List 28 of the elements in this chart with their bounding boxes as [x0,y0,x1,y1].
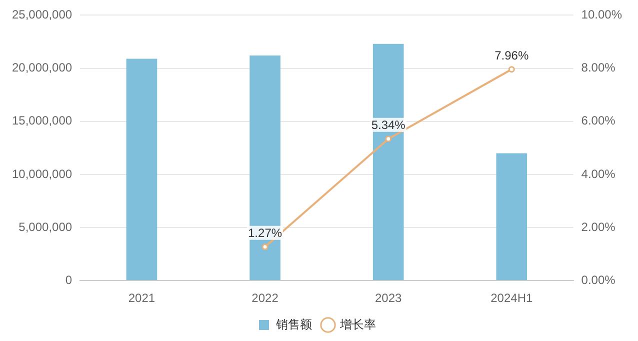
x-tick-label: 2022 [252,291,279,306]
point [508,66,515,73]
y-tick-label: 0 [65,272,72,287]
y-tick-label: 10,000,000 [12,166,72,181]
legend-label: 增长率 [339,317,376,332]
y2-tick-label: 8.00% [581,60,616,75]
point [385,136,392,142]
bar [126,58,158,280]
y2-tick-label: 10.00% [581,8,622,22]
legend-label: 销售额 [275,317,312,332]
point [262,244,268,250]
y-tick-label: 15,000,000 [12,114,72,128]
y-tick-label: 25,000,000 [12,8,72,22]
y2-tick-label: 2.00% [581,220,616,234]
bar [496,153,528,280]
bar [372,44,404,280]
data-label: 5.34% [371,118,406,132]
x-tick-label: 2024H1 [490,291,533,306]
y2-tick-label: 4.00% [581,166,616,181]
bar [250,56,280,280]
y-tick-label: 20,000,000 [12,60,72,75]
y2-tick-label: 0.00% [581,272,616,287]
y-tick-label: 5,000,000 [18,220,72,234]
y2-tick-label: 6.00% [581,114,616,128]
data-label: 1.27% [248,226,282,240]
data-label: 7.96% [494,48,529,63]
x-tick-label: 2023 [374,291,402,306]
x-tick-label: 2021 [128,291,156,306]
